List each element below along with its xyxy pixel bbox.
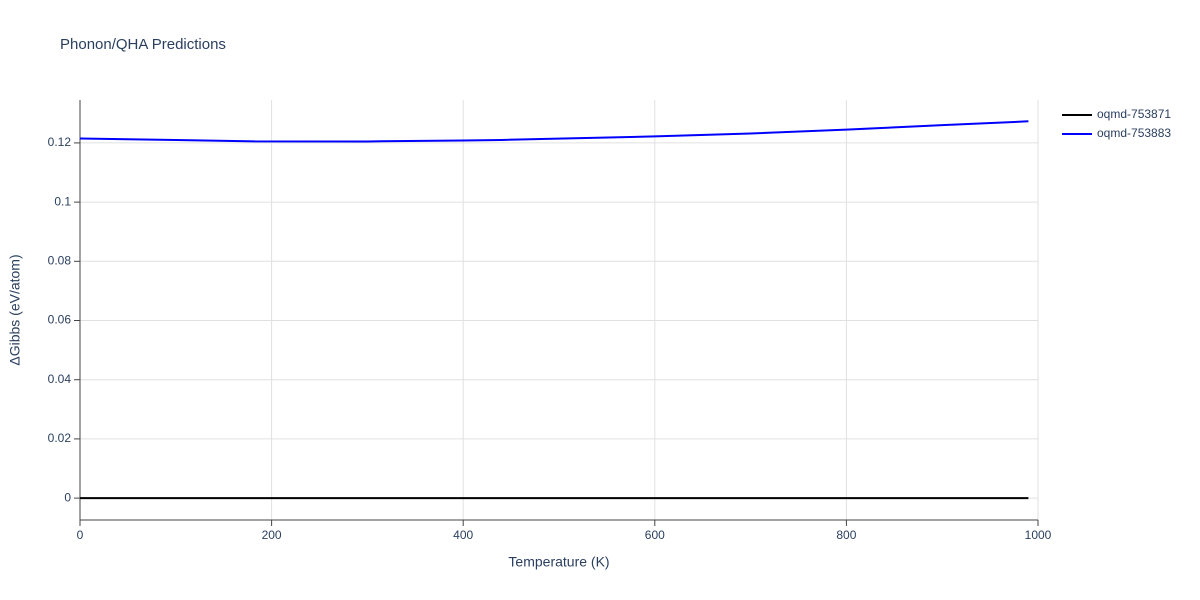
y-tick-label: 0.12: [48, 135, 72, 149]
legend-label: oqmd-753883: [1097, 126, 1171, 140]
y-tick-label: 0.08: [48, 253, 72, 267]
x-axis-title: Temperature (K): [508, 554, 609, 570]
y-axis-title: ΔGibbs (eV/atom): [7, 254, 23, 365]
y-tick-label: 0.04: [48, 372, 72, 386]
x-tick-label: 600: [645, 528, 665, 542]
x-tick-label: 0: [77, 528, 84, 542]
y-tick-label: 0.02: [48, 431, 72, 445]
y-tick-label: 0.1: [54, 194, 71, 208]
y-tick-label: 0: [64, 490, 71, 504]
y-tick-label: 0.06: [48, 313, 72, 327]
chart-title: Phonon/QHA Predictions: [60, 36, 226, 53]
x-tick-label: 400: [453, 528, 473, 542]
x-tick-label: 200: [262, 528, 282, 542]
x-tick-label: 1000: [1025, 528, 1052, 542]
x-tick-label: 800: [836, 528, 856, 542]
legend-label: oqmd-753871: [1097, 107, 1171, 121]
series-line: [79, 120, 1029, 143]
